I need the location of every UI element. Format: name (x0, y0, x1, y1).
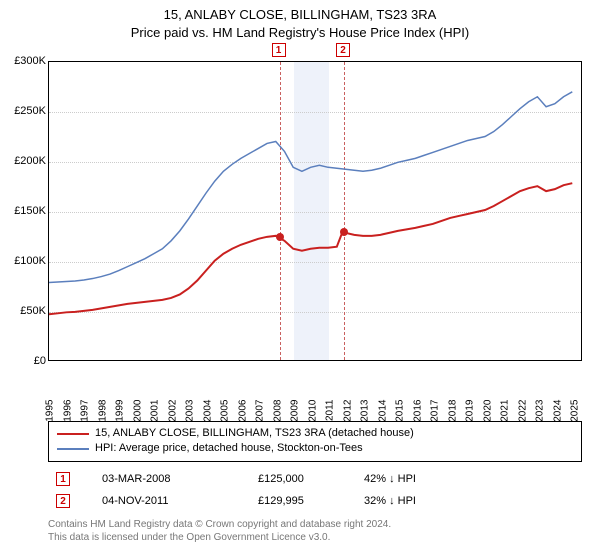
sale-delta: 42% ↓ HPI (356, 468, 582, 490)
x-tick-label: 2021 (500, 400, 511, 440)
x-tick-label: 2016 (412, 400, 423, 440)
sales-table: 1 03-MAR-2008 £125,000 42% ↓ HPI 2 04-NO… (48, 468, 582, 512)
x-tick-label: 1998 (97, 400, 108, 440)
sale-delta: 32% ↓ HPI (356, 490, 582, 512)
x-tick-label: 2014 (377, 400, 388, 440)
chart-svg (49, 62, 581, 360)
sale-price: £125,000 (250, 468, 356, 490)
sale-point-icon (340, 228, 348, 236)
legend-row: HPI: Average price, detached house, Stoc… (57, 441, 573, 456)
sale-date: 03-MAR-2008 (94, 468, 250, 490)
sale-marker-icon: 1 (56, 472, 70, 486)
x-tick-label: 2008 (272, 400, 283, 440)
x-tick-label: 2001 (150, 400, 161, 440)
x-tick-label: 2018 (447, 400, 458, 440)
chart-titles: 15, ANLABY CLOSE, BILLINGHAM, TS23 3RA P… (0, 6, 600, 41)
x-tick-label: 2012 (342, 400, 353, 440)
y-tick-label: £0 (34, 355, 46, 367)
x-tick-label: 2011 (325, 400, 336, 440)
plot-box (48, 61, 582, 361)
x-tick-label: 2023 (535, 400, 546, 440)
chart-area: £0£50K£100K£150K£200K£250K£300K 19951996… (48, 61, 582, 361)
x-tick-label: 2004 (202, 400, 213, 440)
x-tick-label: 1996 (62, 400, 73, 440)
event-marker-icon: 2 (336, 43, 350, 57)
y-tick-label: £100K (14, 255, 46, 267)
sale-row: 1 03-MAR-2008 £125,000 42% ↓ HPI (48, 468, 582, 490)
x-tick-label: 2020 (482, 400, 493, 440)
sale-marker-icon: 2 (56, 494, 70, 508)
x-tick-label: 2007 (255, 400, 266, 440)
attribution-footer: Contains HM Land Registry data © Crown c… (48, 518, 582, 545)
sale-row: 2 04-NOV-2011 £129,995 32% ↓ HPI (48, 490, 582, 512)
x-tick-label: 2015 (395, 400, 406, 440)
sale-point-icon (276, 233, 284, 241)
footer-line: Contains HM Land Registry data © Crown c… (48, 518, 582, 532)
event-markers-top: 12 (0, 43, 600, 61)
x-tick-label: 2013 (360, 400, 371, 440)
x-tick-label: 1995 (45, 400, 56, 440)
sale-price: £129,995 (250, 490, 356, 512)
x-tick-label: 2010 (307, 400, 318, 440)
y-tick-label: £150K (14, 205, 46, 217)
x-tick-label: 1999 (115, 400, 126, 440)
x-tick-label: 2000 (132, 400, 143, 440)
footer-line: This data is licensed under the Open Gov… (48, 531, 582, 545)
x-tick-label: 2005 (220, 400, 231, 440)
x-axis-labels: 1995199619971998199920002001200220032004… (48, 361, 582, 409)
y-tick-label: £300K (14, 55, 46, 67)
y-tick-label: £50K (20, 305, 46, 317)
sale-date: 04-NOV-2011 (94, 490, 250, 512)
x-tick-label: 2003 (185, 400, 196, 440)
x-tick-label: 1997 (80, 400, 91, 440)
x-tick-label: 2022 (517, 400, 528, 440)
legend-label: HPI: Average price, detached house, Stoc… (95, 441, 363, 456)
y-tick-label: £250K (14, 105, 46, 117)
x-tick-label: 2017 (430, 400, 441, 440)
legend-swatch-2 (57, 448, 89, 450)
x-tick-label: 2019 (465, 400, 476, 440)
x-tick-label: 2009 (290, 400, 301, 440)
event-marker-icon: 1 (272, 43, 286, 57)
y-axis-labels: £0£50K£100K£150K£200K£250K£300K (2, 61, 46, 361)
y-tick-label: £200K (14, 155, 46, 167)
x-tick-label: 2002 (167, 400, 178, 440)
title-subtitle: Price paid vs. HM Land Registry's House … (0, 24, 600, 42)
x-tick-label: 2025 (570, 400, 581, 440)
x-tick-label: 2024 (552, 400, 563, 440)
x-tick-label: 2006 (237, 400, 248, 440)
title-address: 15, ANLABY CLOSE, BILLINGHAM, TS23 3RA (0, 6, 600, 24)
